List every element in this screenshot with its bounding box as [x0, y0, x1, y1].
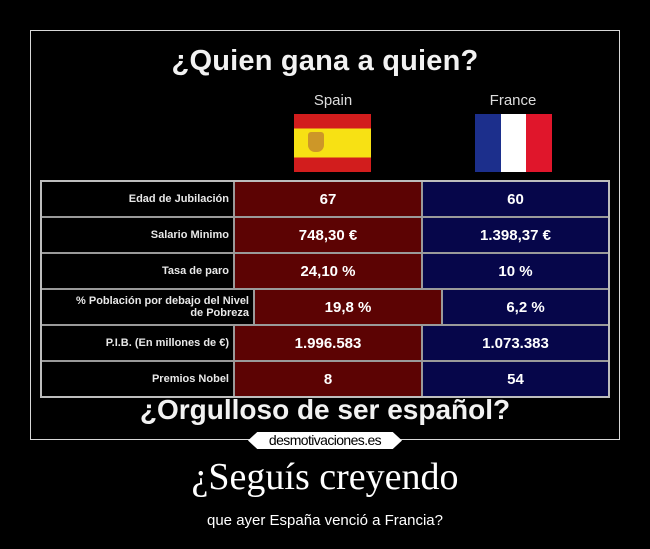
caption-subtitle: que ayer España venció a Francia?	[207, 512, 443, 529]
poster-title: ¿Quien gana a quien?	[171, 45, 479, 77]
table-row: Edad de Jubilación 67 60	[42, 182, 608, 218]
poster-frame: ¿Quien gana a quien? Spain France Edad d…	[30, 30, 620, 440]
table-row: Tasa de paro 24,10 % 10 %	[42, 254, 608, 290]
row-label: Premios Nobel	[42, 362, 235, 396]
country-label-france: France	[489, 92, 537, 109]
flag-stripe-red	[526, 114, 553, 172]
poster-bottom-title: ¿Orgulloso de ser español?	[139, 394, 511, 425]
row-label: Tasa de paro	[42, 254, 235, 288]
france-value: 60	[423, 182, 608, 216]
table-row: Salario Minimo 748,30 € 1.398,37 €	[42, 218, 608, 254]
row-label: % Población por debajo del Nivel de Pobr…	[42, 290, 255, 324]
flag-stripe-white	[500, 114, 527, 172]
watermark-badge[interactable]: desmotivaciones.es	[248, 432, 402, 449]
coat-of-arms-icon	[308, 132, 324, 152]
spain-value: 19,8 %	[255, 290, 443, 324]
france-value: 10 %	[423, 254, 608, 288]
country-label-spain: Spain	[313, 92, 353, 109]
comparison-table: Edad de Jubilación 67 60 Salario Minimo …	[40, 180, 610, 398]
spain-value: 67	[235, 182, 423, 216]
spain-value: 8	[235, 362, 423, 396]
france-value: 1.398,37 €	[423, 218, 608, 252]
spain-flag-icon	[294, 114, 371, 172]
france-value: 54	[423, 362, 608, 396]
france-flag-icon	[475, 114, 553, 172]
table-row: Premios Nobel 8 54	[42, 362, 608, 396]
row-label: Edad de Jubilación	[42, 182, 235, 216]
spain-value: 24,10 %	[235, 254, 423, 288]
spain-value: 1.996.583	[235, 326, 423, 360]
france-value: 6,2 %	[443, 290, 608, 324]
caption-title: ¿Seguís creyendo	[191, 456, 459, 498]
table-row: % Población por debajo del Nivel de Pobr…	[42, 290, 608, 326]
table-row: P.I.B. (En millones de €) 1.996.583 1.07…	[42, 326, 608, 362]
flag-stripe-blue	[475, 114, 501, 172]
row-label: Salario Minimo	[42, 218, 235, 252]
france-value: 1.073.383	[423, 326, 608, 360]
row-label: P.I.B. (En millones de €)	[42, 326, 235, 360]
spain-value: 748,30 €	[235, 218, 423, 252]
